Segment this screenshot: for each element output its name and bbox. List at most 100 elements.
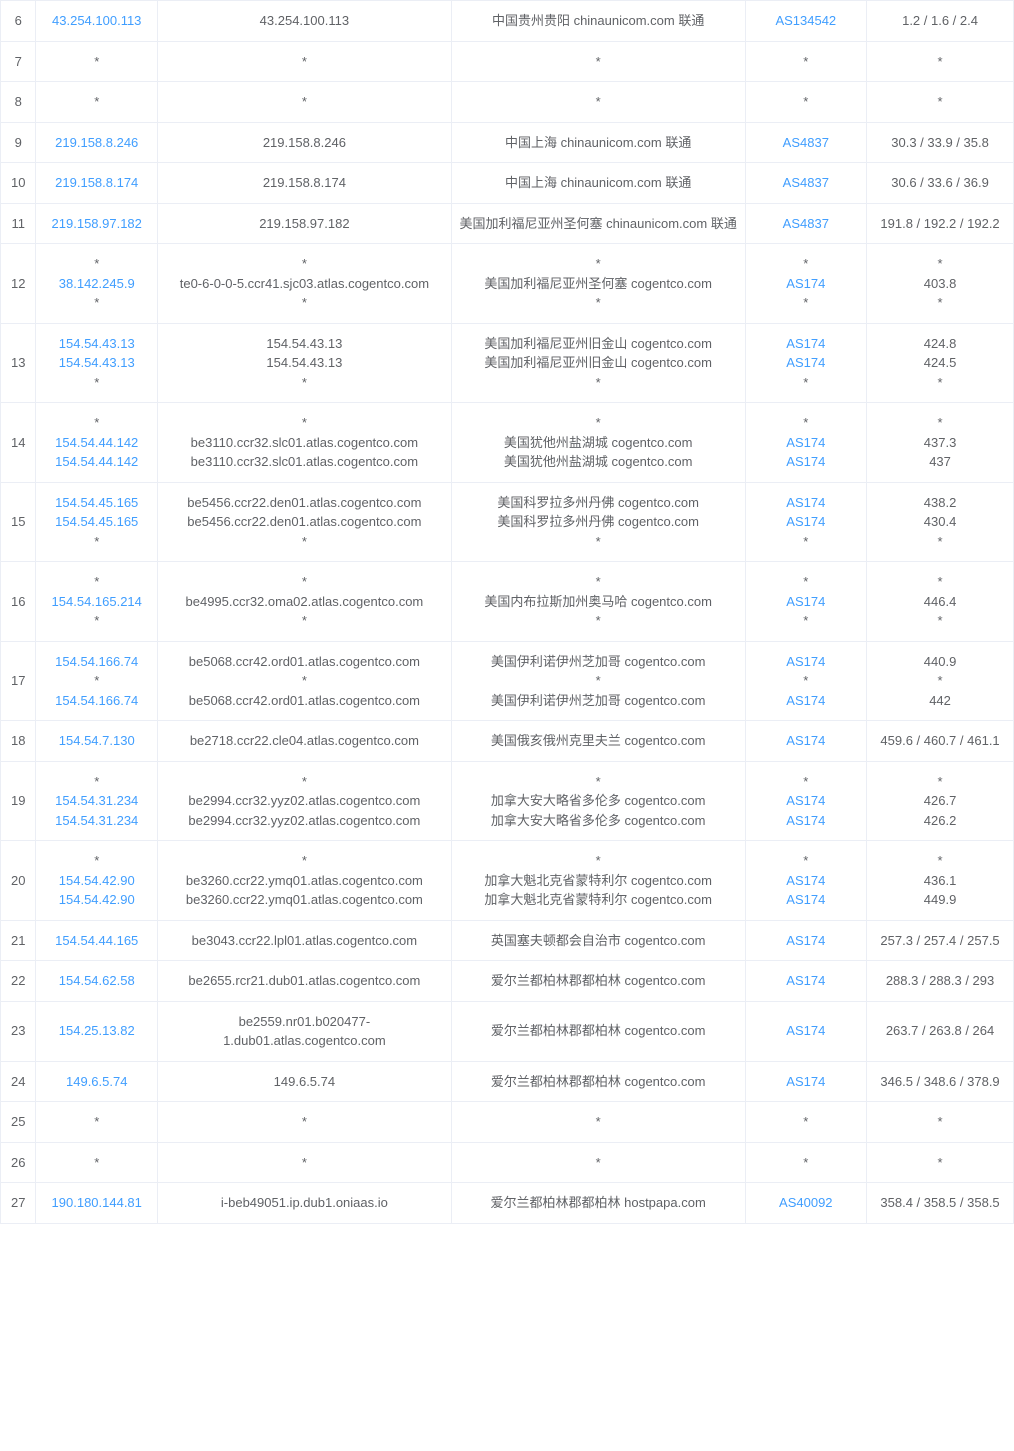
host-text: 154.54.43.13 [164, 353, 445, 373]
location-text: 加拿大安大略省多伦多 cogentco.com [458, 811, 739, 831]
asn-cell: AS174AS174* [745, 482, 867, 562]
asn-link[interactable]: AS174 [752, 871, 861, 891]
ip-text: * [42, 1153, 151, 1173]
ip-link[interactable]: 219.158.97.182 [42, 214, 151, 234]
ip-link[interactable]: 154.54.42.90 [42, 890, 151, 910]
ip-link[interactable]: 154.54.45.165 [42, 493, 151, 513]
ip-link[interactable]: 154.54.7.130 [42, 731, 151, 751]
asn-text: * [752, 254, 861, 274]
ip-link[interactable]: 154.54.166.74 [42, 652, 151, 672]
ip-link[interactable]: 154.54.44.142 [42, 433, 151, 453]
host-text: * [164, 611, 445, 631]
asn-link[interactable]: AS174 [752, 334, 861, 354]
asn-link[interactable]: AS174 [752, 971, 861, 991]
host-text: be2559.nr01.b020477-1.dub01.atlas.cogent… [164, 1012, 445, 1051]
ip-link[interactable]: 219.158.8.174 [42, 173, 151, 193]
table-row: 22154.54.62.58be2655.rcr21.dub01.atlas.c… [1, 961, 1014, 1002]
location-text: * [458, 572, 739, 592]
asn-link[interactable]: AS174 [752, 452, 861, 472]
ip-link[interactable]: 154.54.62.58 [42, 971, 151, 991]
ip-link[interactable]: 154.54.166.74 [42, 691, 151, 711]
ip-link[interactable]: 154.54.44.165 [42, 931, 151, 951]
location-text: 美国加利福尼亚州旧金山 cogentco.com [458, 353, 739, 373]
location-cell: 爱尔兰都柏林郡都柏林 hostpapa.com [451, 1183, 745, 1224]
ip-cell: 154.54.45.165154.54.45.165* [36, 482, 158, 562]
asn-link[interactable]: AS174 [752, 493, 861, 513]
latency-text: 440.9 [873, 652, 1007, 672]
ip-link[interactable]: 154.25.13.82 [42, 1021, 151, 1041]
latency-text: * [873, 532, 1007, 552]
asn-link[interactable]: AS174 [752, 1072, 861, 1092]
asn-link[interactable]: AS174 [752, 811, 861, 831]
host-cell: *be4995.ccr32.oma02.atlas.cogentco.com* [158, 562, 452, 642]
table-row: 10219.158.8.174219.158.8.174中国上海 chinaun… [1, 163, 1014, 204]
latency-text: * [873, 772, 1007, 792]
asn-link[interactable]: AS134542 [752, 11, 861, 31]
ip-link[interactable]: 154.54.31.234 [42, 811, 151, 831]
location-cell: 爱尔兰都柏林郡都柏林 cogentco.com [451, 1001, 745, 1061]
asn-link[interactable]: AS4837 [752, 173, 861, 193]
table-row: 17154.54.166.74*154.54.166.74be5068.ccr4… [1, 641, 1014, 721]
asn-link[interactable]: AS174 [752, 274, 861, 294]
asn-link[interactable]: AS4837 [752, 133, 861, 153]
asn-link[interactable]: AS174 [752, 1021, 861, 1041]
location-text: 爱尔兰都柏林郡都柏林 hostpapa.com [458, 1193, 739, 1213]
ip-text: * [42, 52, 151, 72]
asn-cell: AS174 [745, 961, 867, 1002]
ip-link[interactable]: 154.54.45.165 [42, 512, 151, 532]
location-cell: 美国加利福尼亚州旧金山 cogentco.com美国加利福尼亚州旧金山 coge… [451, 323, 745, 403]
latency-text: 430.4 [873, 512, 1007, 532]
ip-link[interactable]: 149.6.5.74 [42, 1072, 151, 1092]
asn-link[interactable]: AS174 [752, 592, 861, 612]
asn-link[interactable]: AS174 [752, 731, 861, 751]
host-text: * [164, 293, 445, 313]
ip-link[interactable]: 219.158.8.246 [42, 133, 151, 153]
asn-link[interactable]: AS174 [752, 433, 861, 453]
asn-link[interactable]: AS174 [752, 512, 861, 532]
asn-link[interactable]: AS174 [752, 931, 861, 951]
latency-text: 191.8 / 192.2 / 192.2 [873, 214, 1007, 234]
latency-text: 437 [873, 452, 1007, 472]
ip-cell: 154.25.13.82 [36, 1001, 158, 1061]
ip-link[interactable]: 154.54.44.142 [42, 452, 151, 472]
host-cell: be2559.nr01.b020477-1.dub01.atlas.cogent… [158, 1001, 452, 1061]
location-text: 美国科罗拉多州丹佛 cogentco.com [458, 493, 739, 513]
table-row: 21154.54.44.165be3043.ccr22.lpl01.atlas.… [1, 920, 1014, 961]
asn-link[interactable]: AS174 [752, 890, 861, 910]
hop-cell: 9 [1, 122, 36, 163]
ip-link[interactable]: 154.54.43.13 [42, 353, 151, 373]
table-row: 18154.54.7.130be2718.ccr22.cle04.atlas.c… [1, 721, 1014, 762]
host-text: be2994.ccr32.yyz02.atlas.cogentco.com [164, 791, 445, 811]
hop-cell: 20 [1, 841, 36, 921]
hop-cell: 11 [1, 203, 36, 244]
asn-cell: AS134542 [745, 1, 867, 42]
ip-link[interactable]: 154.54.43.13 [42, 334, 151, 354]
host-cell: * [158, 1102, 452, 1143]
ip-link[interactable]: 154.54.31.234 [42, 791, 151, 811]
ip-link[interactable]: 154.54.42.90 [42, 871, 151, 891]
asn-text: * [752, 92, 861, 112]
asn-link[interactable]: AS40092 [752, 1193, 861, 1213]
location-text: 爱尔兰都柏林郡都柏林 cogentco.com [458, 971, 739, 991]
location-text: 爱尔兰都柏林郡都柏林 cogentco.com [458, 1021, 739, 1041]
ip-link[interactable]: 43.254.100.113 [42, 11, 151, 31]
asn-link[interactable]: AS4837 [752, 214, 861, 234]
latency-cell: 30.6 / 33.6 / 36.9 [867, 163, 1014, 204]
latency-cell: * [867, 1102, 1014, 1143]
location-cell: 中国贵州贵阳 chinaunicom.com 联通 [451, 1, 745, 42]
ip-link[interactable]: 154.54.165.214 [42, 592, 151, 612]
ip-link[interactable]: 38.142.245.9 [42, 274, 151, 294]
location-cell: * [451, 82, 745, 123]
ip-link[interactable]: 190.180.144.81 [42, 1193, 151, 1213]
asn-link[interactable]: AS174 [752, 353, 861, 373]
host-text: 219.158.8.246 [164, 133, 445, 153]
asn-link[interactable]: AS174 [752, 652, 861, 672]
latency-text: 358.4 / 358.5 / 358.5 [873, 1193, 1007, 1213]
latency-cell: 191.8 / 192.2 / 192.2 [867, 203, 1014, 244]
asn-cell: *AS174* [745, 244, 867, 324]
asn-text: * [752, 413, 861, 433]
location-text: 英国塞夫顿都会自治市 cogentco.com [458, 931, 739, 951]
location-cell: * [451, 1142, 745, 1183]
asn-link[interactable]: AS174 [752, 691, 861, 711]
asn-link[interactable]: AS174 [752, 791, 861, 811]
